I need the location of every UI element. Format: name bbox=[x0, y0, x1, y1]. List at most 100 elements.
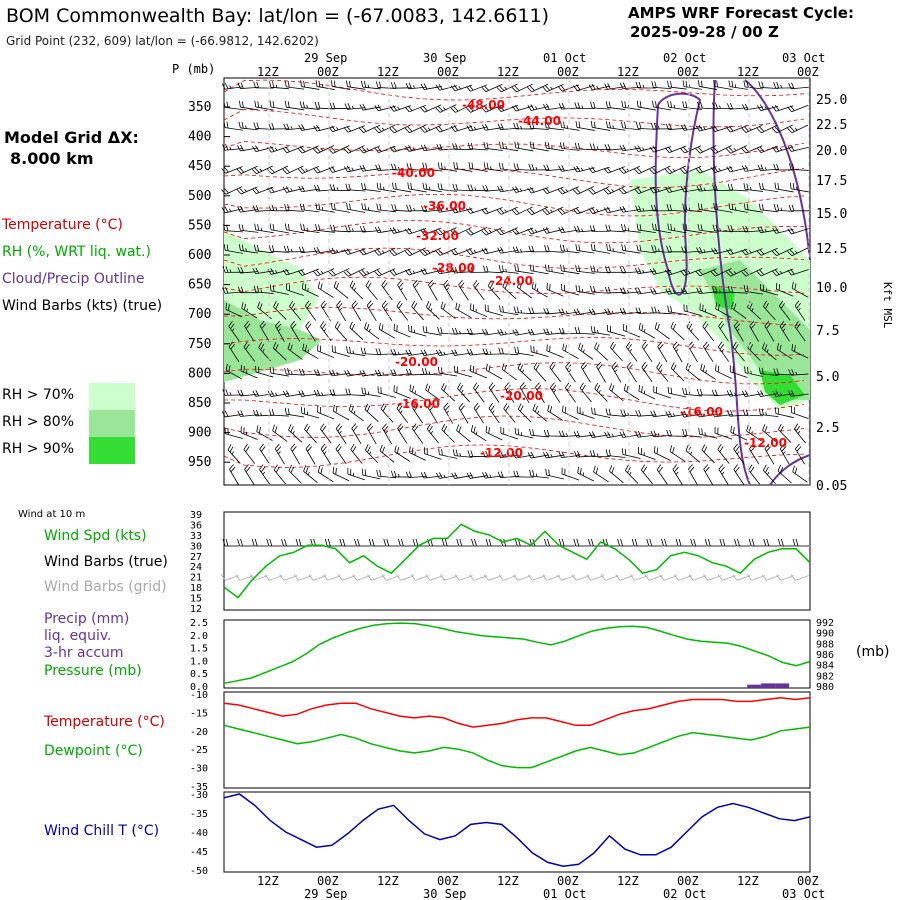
wind-barb-flag bbox=[409, 204, 412, 211]
wind-barb-flag bbox=[744, 366, 746, 373]
wind-barb-shaft bbox=[546, 454, 565, 459]
wind-barb-flag bbox=[374, 105, 379, 111]
wind-barb-flag bbox=[765, 288, 767, 292]
wind-barb bbox=[313, 268, 335, 277]
wind-barb-flag bbox=[470, 142, 474, 150]
wind-barb-flag bbox=[420, 144, 425, 151]
wind-barb bbox=[320, 423, 332, 444]
wind-barb-flag bbox=[251, 168, 257, 175]
wind-barb bbox=[381, 280, 393, 301]
wind-barb bbox=[268, 408, 289, 417]
wind-barb-flag bbox=[336, 127, 339, 131]
wind-barb-flag bbox=[574, 327, 578, 334]
wind-barb bbox=[488, 382, 500, 403]
wind-barb bbox=[253, 409, 274, 417]
wind-barb-flag bbox=[358, 271, 364, 277]
wind-chill-tick-label: -30 bbox=[190, 790, 208, 801]
wind-barb bbox=[652, 100, 672, 111]
wind-barb-flag bbox=[726, 166, 731, 173]
wind-barb-flag bbox=[381, 280, 386, 286]
wind-barb-shaft bbox=[594, 347, 609, 361]
grid-wind-barb bbox=[469, 574, 488, 581]
wind-barb-flag bbox=[322, 302, 327, 309]
wind-barb-flag bbox=[622, 205, 627, 212]
wind-barb-shaft bbox=[561, 127, 580, 131]
wind-barb-shaft bbox=[550, 387, 561, 403]
wind-barb-flag bbox=[793, 423, 799, 430]
wind-barb-flag bbox=[336, 187, 339, 191]
isotherm-11 bbox=[224, 388, 805, 412]
wind-barb-shaft bbox=[760, 145, 778, 154]
wind-barb bbox=[334, 321, 348, 341]
wind-barb bbox=[221, 186, 243, 195]
wind-barb-flag bbox=[383, 425, 389, 432]
wind-barb bbox=[268, 81, 289, 90]
wind-barb-flag bbox=[582, 349, 585, 353]
wind-barb-flag bbox=[519, 364, 524, 371]
wind-barb bbox=[742, 409, 764, 417]
wind-barb-flag bbox=[456, 162, 458, 169]
wind-barb-flag bbox=[359, 104, 364, 111]
grid-barb-shaft bbox=[546, 575, 561, 581]
wind-barb bbox=[332, 404, 350, 421]
wind-barb bbox=[794, 443, 806, 465]
wind-barb-flag bbox=[287, 80, 290, 88]
grid-wind-barb bbox=[323, 574, 342, 581]
wind-barb-flag bbox=[320, 300, 326, 306]
wind-barb bbox=[649, 268, 672, 275]
pressure-line bbox=[223, 622, 811, 685]
wind-barb bbox=[588, 207, 610, 214]
wind-barb-shaft bbox=[729, 208, 748, 213]
wind-barb-flag bbox=[428, 186, 431, 191]
wind-barb bbox=[390, 163, 412, 171]
wind-barb-flag bbox=[223, 121, 226, 128]
wind-barb bbox=[727, 183, 748, 192]
wind-barb bbox=[557, 84, 580, 92]
wind-barb-flag bbox=[714, 426, 716, 434]
wind-barb-flag bbox=[443, 351, 446, 355]
wind-barb bbox=[511, 206, 533, 216]
wind-barb-flag bbox=[745, 225, 749, 232]
isotherm-13 bbox=[223, 444, 805, 468]
true-barb-flag bbox=[547, 538, 550, 547]
wind-barb bbox=[758, 203, 779, 213]
wind-barb bbox=[561, 405, 579, 420]
wind-barb-shaft bbox=[240, 393, 259, 397]
wind-barb bbox=[573, 308, 595, 316]
wind-barb-flag bbox=[317, 281, 321, 289]
wind-barb bbox=[328, 166, 350, 173]
wind-barb-flag bbox=[323, 328, 327, 332]
dewpoint-line bbox=[223, 724, 811, 769]
wind-barb-flag bbox=[787, 250, 793, 257]
wind-barb-flag bbox=[437, 366, 440, 374]
true-barb-flag bbox=[778, 538, 781, 547]
wind-barb-flag bbox=[743, 203, 746, 210]
wind-barb-flag bbox=[532, 470, 535, 477]
wind-barb-shaft bbox=[408, 373, 427, 376]
wind-barb-flag bbox=[383, 282, 388, 289]
wind-barb bbox=[528, 122, 549, 130]
wind-barb-flag bbox=[606, 324, 609, 332]
wind-barb-flag bbox=[435, 229, 441, 236]
wind-barb-flag bbox=[381, 324, 384, 331]
wind-barb-flag bbox=[466, 125, 471, 132]
wind-barb-flag bbox=[607, 431, 611, 438]
wind-barb-flag bbox=[611, 361, 617, 368]
wind-barb-flag bbox=[528, 245, 532, 252]
wind-barb-flag bbox=[381, 250, 385, 254]
wind-barb-flag bbox=[284, 367, 287, 375]
wind-barb-flag bbox=[700, 224, 703, 231]
wind-barb bbox=[298, 246, 320, 253]
wind-barb-flag bbox=[573, 85, 578, 91]
wind-barb-flag bbox=[720, 466, 725, 473]
wind-barb-flag bbox=[536, 350, 538, 354]
grid-wind-barb bbox=[747, 574, 765, 581]
grid-barb-flag bbox=[425, 574, 431, 581]
wind-chill-tick-label: -35 bbox=[190, 809, 208, 820]
wind-barb-flag bbox=[619, 145, 624, 152]
wind-barb bbox=[440, 301, 456, 319]
wind-barb-flag bbox=[728, 80, 731, 87]
wind-barb-flag bbox=[546, 344, 548, 351]
wind-barb-flag bbox=[621, 244, 624, 251]
wind-barb-flag bbox=[343, 271, 349, 277]
